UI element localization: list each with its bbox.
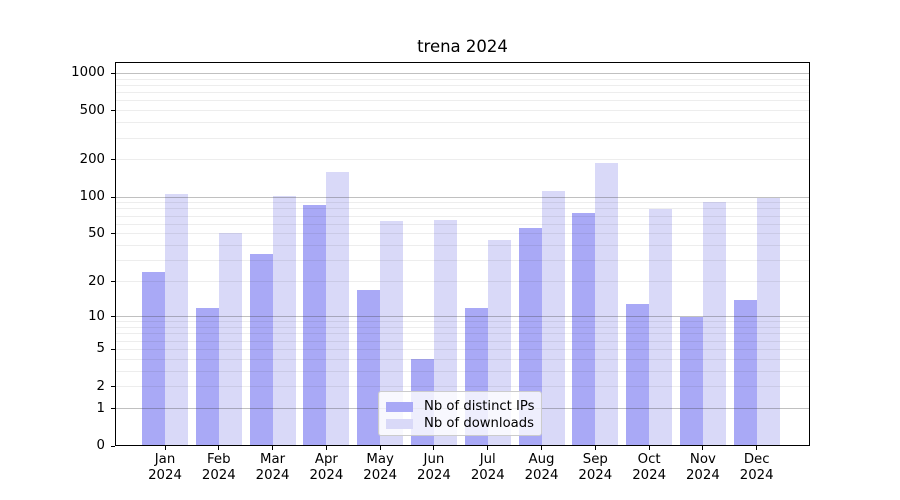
y-tick-label-500: 500 bbox=[79, 102, 105, 118]
bar-downloads-apr bbox=[326, 171, 350, 446]
bar-distinct-ips-apr bbox=[303, 205, 327, 446]
x-tick-mark-mar bbox=[272, 446, 274, 450]
x-tick-mark-jul bbox=[487, 446, 489, 450]
y-tick-label-100: 100 bbox=[79, 189, 105, 205]
y-tick-mark-5 bbox=[111, 348, 115, 350]
y-tick-mark-10 bbox=[111, 316, 115, 318]
bar-downloads-jun bbox=[433, 220, 457, 446]
y-tick-mark-0 bbox=[111, 445, 115, 447]
x-tick-label-apr: Apr 2024 bbox=[309, 452, 344, 483]
y-tick-label-200: 200 bbox=[79, 151, 105, 167]
y-tick-mark-100 bbox=[111, 196, 115, 198]
bar-distinct-ips-dec bbox=[733, 299, 757, 446]
x-tick-label-feb: Feb 2024 bbox=[201, 452, 236, 483]
plot-area bbox=[115, 62, 810, 446]
y-tick-label-1000: 1000 bbox=[71, 65, 105, 81]
bar-downloads-dec bbox=[756, 198, 780, 446]
x-tick-label-mar: Mar 2024 bbox=[255, 452, 290, 483]
x-tick-label-jul: Jul 2024 bbox=[470, 452, 505, 483]
x-tick-mark-jun bbox=[433, 446, 435, 450]
x-tick-label-jun: Jun 2024 bbox=[417, 452, 451, 483]
x-tick-mark-jan bbox=[164, 446, 166, 450]
bar-distinct-ips-sep bbox=[572, 213, 596, 446]
y-tick-label-20: 20 bbox=[88, 273, 105, 289]
x-tick-label-dec: Dec 2024 bbox=[739, 452, 774, 483]
x-tick-mark-may bbox=[379, 446, 381, 450]
y-tick-mark-20 bbox=[111, 281, 115, 283]
bar-downloads-sep bbox=[595, 162, 619, 446]
legend-swatch-distinct-ips bbox=[386, 401, 413, 412]
bar-downloads-oct bbox=[649, 208, 673, 446]
x-tick-mark-apr bbox=[325, 446, 327, 450]
bar-downloads-feb bbox=[218, 232, 242, 446]
y-tick-label-10: 10 bbox=[88, 308, 105, 324]
y-tick-mark-500 bbox=[111, 110, 115, 112]
y-tick-mark-1 bbox=[111, 408, 115, 410]
bars-layer bbox=[115, 62, 810, 446]
y-tick-label-1: 1 bbox=[96, 400, 105, 416]
x-tick-mark-dec bbox=[756, 446, 758, 450]
legend: Nb of distinct IPs Nb of downloads bbox=[378, 391, 542, 436]
bar-distinct-ips-feb bbox=[195, 307, 219, 446]
legend-swatch-downloads bbox=[386, 418, 413, 429]
x-tick-label-jan: Jan 2024 bbox=[148, 452, 182, 483]
bar-distinct-ips-oct bbox=[626, 303, 650, 446]
x-tick-mark-oct bbox=[648, 446, 650, 450]
bar-downloads-mar bbox=[272, 196, 296, 446]
x-tick-mark-sep bbox=[594, 446, 596, 450]
bar-downloads-may bbox=[380, 220, 404, 446]
legend-item-distinct-ips: Nb of distinct IPs bbox=[386, 398, 541, 415]
x-tick-mark-feb bbox=[218, 446, 220, 450]
bar-downloads-aug bbox=[541, 191, 565, 446]
x-tick-label-oct: Oct 2024 bbox=[632, 452, 667, 483]
bar-downloads-jan bbox=[165, 194, 188, 446]
bar-distinct-ips-mar bbox=[249, 254, 273, 446]
x-tick-mark-nov bbox=[702, 446, 704, 450]
y-tick-label-50: 50 bbox=[88, 225, 105, 241]
bar-distinct-ips-jan bbox=[142, 272, 165, 446]
legend-label-distinct-ips: Nb of distinct IPs bbox=[424, 399, 535, 414]
y-tick-label-5: 5 bbox=[96, 341, 105, 357]
x-tick-label-nov: Nov 2024 bbox=[685, 452, 720, 483]
bar-distinct-ips-nov bbox=[679, 316, 703, 446]
bar-distinct-ips-may bbox=[357, 290, 381, 446]
x-tick-label-sep: Sep 2024 bbox=[578, 452, 613, 483]
x-tick-label-may: May 2024 bbox=[363, 452, 398, 483]
y-tick-mark-200 bbox=[111, 159, 115, 161]
y-tick-mark-1000 bbox=[111, 72, 115, 74]
bar-downloads-nov bbox=[702, 201, 726, 446]
y-tick-label-2: 2 bbox=[96, 378, 105, 394]
x-tick-mark-aug bbox=[541, 446, 543, 450]
x-tick-label-aug: Aug 2024 bbox=[524, 452, 559, 483]
legend-item-downloads: Nb of downloads bbox=[386, 415, 541, 432]
chart-title: trena 2024 bbox=[417, 37, 508, 56]
y-tick-mark-2 bbox=[111, 386, 115, 388]
y-tick-mark-50 bbox=[111, 233, 115, 235]
legend-label-downloads: Nb of downloads bbox=[424, 416, 534, 431]
y-tick-label-0: 0 bbox=[96, 438, 105, 453]
